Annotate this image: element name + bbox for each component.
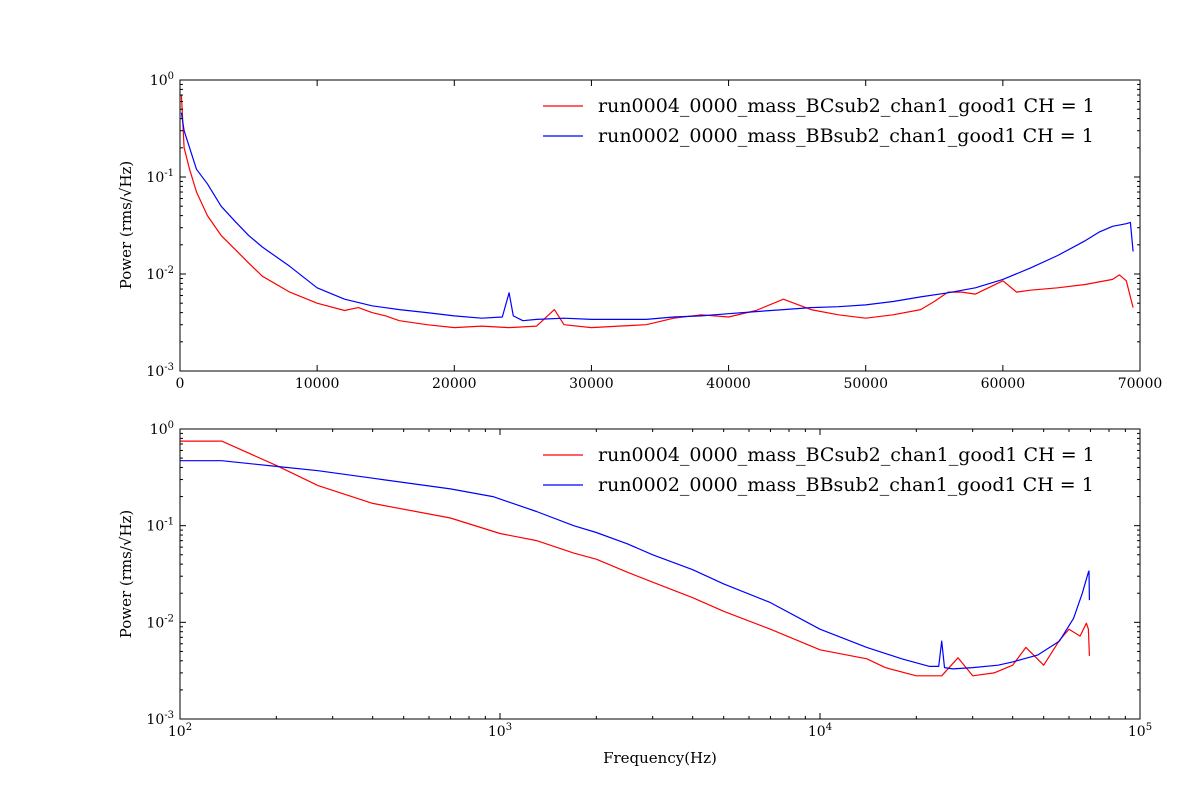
bottom-plot-frame bbox=[179, 428, 1141, 720]
x-tick-label: 50000 bbox=[843, 376, 888, 392]
bottom-plot-x-axis-label: Frequency(Hz) bbox=[603, 749, 717, 767]
top-plot-legend: run0004_0000_mass_BCsub2_chan1_good1 CH … bbox=[543, 95, 1095, 147]
series-line-red bbox=[180, 94, 1134, 329]
x-tick-label: 20000 bbox=[432, 376, 477, 392]
bottom-plot-series bbox=[180, 440, 1090, 677]
bottom-legend-label-red: run0004_0000_mass_BCsub2_chan1_good1 CH … bbox=[598, 444, 1095, 466]
x-tick-label: 10000 bbox=[295, 376, 340, 392]
series-line-red bbox=[180, 440, 1090, 677]
top-plot-y-axis-label: Power (rms/√Hz) bbox=[117, 161, 135, 290]
top-legend-label-blue: run0002_0000_mass_BBsub2_chan1_good1 CH … bbox=[598, 125, 1094, 147]
x-tick-label: 0 bbox=[176, 376, 185, 392]
bottom-plot-legend: run0004_0000_mass_BCsub2_chan1_good1 CH … bbox=[543, 444, 1095, 496]
series-line-blue bbox=[180, 460, 1090, 670]
x-tick-label: 60000 bbox=[981, 376, 1026, 392]
series-line-blue bbox=[180, 112, 1134, 322]
top-legend-label-red: run0004_0000_mass_BCsub2_chan1_good1 CH … bbox=[598, 95, 1095, 117]
top-plot-frame bbox=[179, 79, 1141, 372]
x-tick-label: 30000 bbox=[569, 376, 614, 392]
top-plot-series bbox=[180, 94, 1134, 329]
top-plot: 0 10000 20000 30000 40000 50000 60000 700001001… bbox=[117, 71, 1162, 392]
bottom-plot-y-axis-label: Power (rms/√Hz) bbox=[117, 510, 135, 639]
x-tick-label: 70000 bbox=[1118, 376, 1163, 392]
bottom-legend-label-blue: run0002_0000_mass_BBsub2_chan1_good1 CH … bbox=[598, 474, 1094, 496]
top-plot-ticks: 0 10000 20000 30000 40000 50000 60000 700001001… bbox=[146, 71, 1162, 392]
x-tick-label: 40000 bbox=[706, 376, 751, 392]
